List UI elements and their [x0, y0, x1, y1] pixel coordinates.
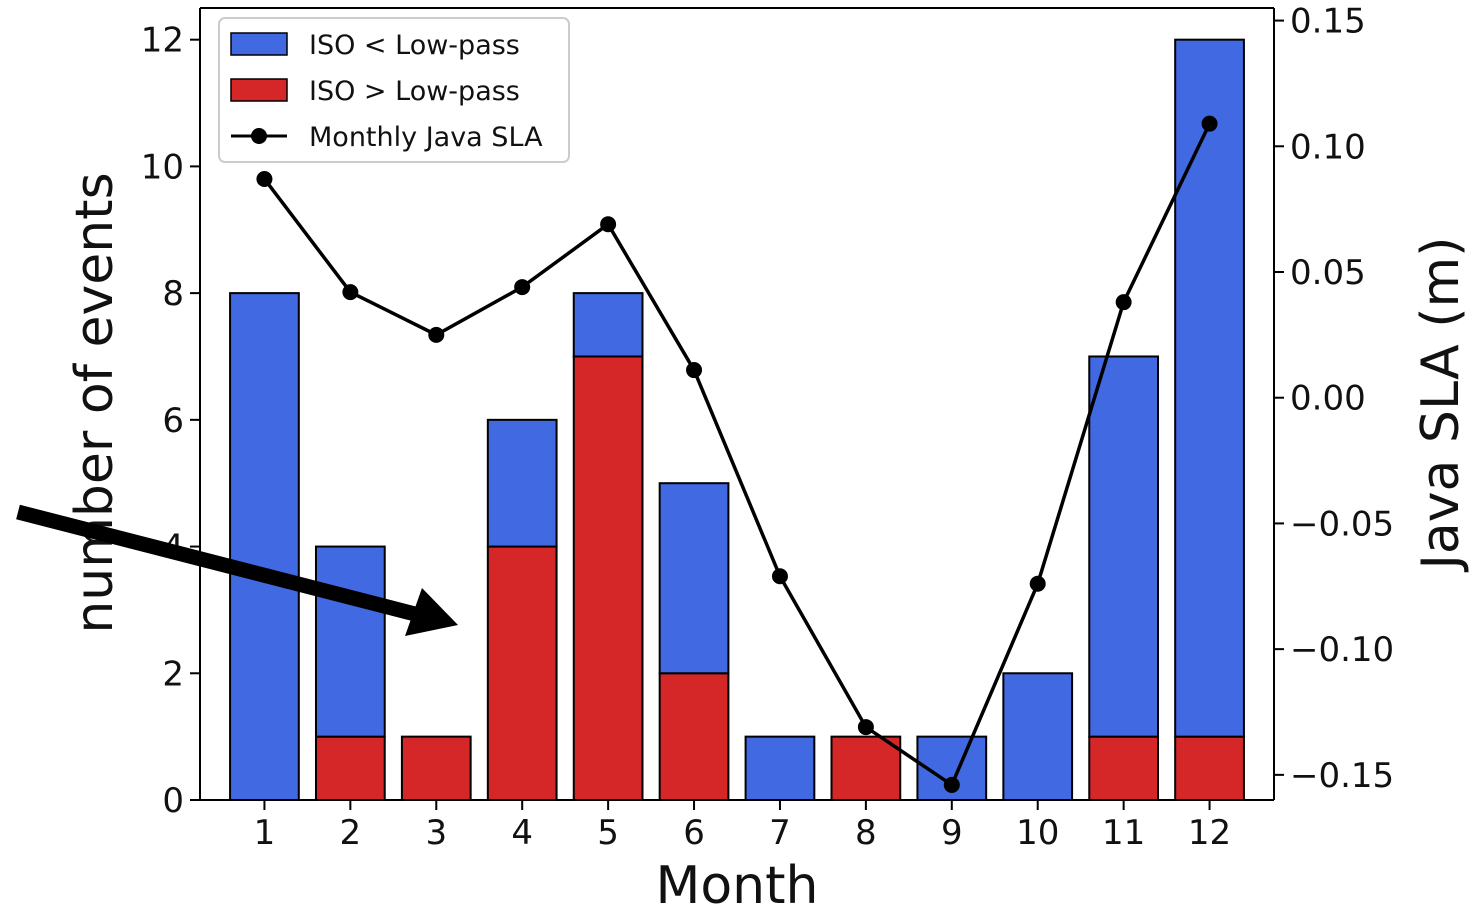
y-tick-label-left: 2 [162, 654, 184, 694]
bar-iso-lt-lowpass-10 [1002, 672, 1074, 802]
x-tick-label: 9 [941, 813, 963, 853]
bar-iso-lt-lowpass-4 [486, 418, 558, 548]
sla-point-4 [514, 279, 531, 296]
bar-iso-gt-lowpass-5 [572, 355, 644, 801]
sla-point-12 [1201, 115, 1218, 132]
sla-point-5 [600, 216, 617, 233]
x-tick-label: 1 [254, 813, 276, 853]
annotation-arrow [16, 504, 458, 636]
sla-point-11 [1115, 294, 1132, 311]
y-axis-title: number of events [65, 172, 125, 633]
bar-iso-gt-lowpass-11 [1088, 735, 1160, 802]
x-tick-label: 3 [425, 813, 447, 853]
sla-point-6 [686, 362, 703, 379]
bar-iso-gt-lowpass-2 [314, 735, 386, 802]
bar-iso-lt-lowpass-7 [744, 735, 816, 802]
y-tick-label-right: 0.10 [1290, 127, 1366, 167]
legend-swatch-iso-lt-lowpass [230, 32, 288, 56]
legend-swatch-sla-marker [251, 128, 267, 144]
x-tick-label: 6 [683, 813, 705, 853]
sla-point-1 [256, 170, 273, 187]
x-axis-title: Month [656, 856, 819, 911]
bar-iso-gt-lowpass-6 [658, 672, 730, 802]
legend-box [218, 17, 570, 163]
bar-iso-gt-lowpass-4 [486, 545, 558, 801]
sla-line [263, 122, 1212, 788]
sla-point-9 [943, 776, 960, 793]
x-tick-label: 10 [1016, 813, 1059, 853]
sla-point-2 [342, 284, 359, 301]
sla-point-7 [771, 568, 788, 585]
arrow-head [405, 588, 458, 636]
sla-point-10 [1029, 575, 1046, 592]
bar-iso-lt-lowpass-12 [1174, 38, 1245, 738]
bar-iso-gt-lowpass-8 [830, 735, 902, 802]
x-tick-label: 8 [855, 813, 877, 853]
axes-layer: 0246810120.150.100.050.00−0.05−0.10−0.15… [141, 2, 1394, 853]
bar-iso-lt-lowpass-11 [1088, 355, 1160, 738]
x-tick-label: 12 [1188, 813, 1231, 853]
sla-line-layer [256, 115, 1218, 793]
y-tick-label-left: 12 [141, 21, 184, 61]
bar-iso-lt-lowpass-1 [229, 292, 300, 801]
y-tick-label-right: 0.15 [1290, 2, 1366, 42]
y-tick-label-right: −0.10 [1290, 630, 1394, 670]
arrow-shaft [16, 504, 417, 622]
legend: ISO < Low-pass ISO > Low-pass Monthly Java… [218, 17, 570, 163]
x-tick-label: 4 [511, 813, 533, 853]
bar-iso-gt-lowpass-3 [400, 735, 472, 802]
bar-iso-lt-lowpass-2 [314, 545, 386, 738]
bar-iso-lt-lowpass-5 [572, 292, 644, 358]
y-tick-label-left: 6 [162, 401, 184, 441]
y-tick-label-right: 0.00 [1290, 379, 1366, 419]
legend-swatch-iso-gt-lowpass [230, 78, 288, 102]
y-tick-label-right: −0.15 [1290, 756, 1394, 796]
sla-point-8 [857, 719, 874, 736]
bar-iso-lt-lowpass-6 [658, 482, 730, 675]
y-tick-label-right: −0.05 [1290, 504, 1394, 544]
y-tick-label-right: 0.05 [1290, 253, 1366, 293]
x-tick-label: 11 [1102, 813, 1145, 853]
x-tick-label: 2 [340, 813, 362, 853]
y-tick-label-left: 0 [162, 781, 184, 821]
legend-label: ISO < Low-pass [309, 30, 520, 61]
legend-label: ISO > Low-pass [309, 76, 520, 107]
legend-label: Monthly Java SLA [309, 122, 543, 153]
sla-point-3 [428, 326, 445, 343]
x-tick-label: 5 [597, 813, 619, 853]
y-tick-label-left: 8 [162, 274, 184, 314]
y-tick-label-left: 10 [141, 147, 184, 187]
y-axis-right-title: Java SLA (m) [1411, 237, 1471, 573]
bars-layer [229, 38, 1245, 802]
x-tick-label: 7 [769, 813, 791, 853]
bar-iso-gt-lowpass-12 [1174, 735, 1245, 802]
